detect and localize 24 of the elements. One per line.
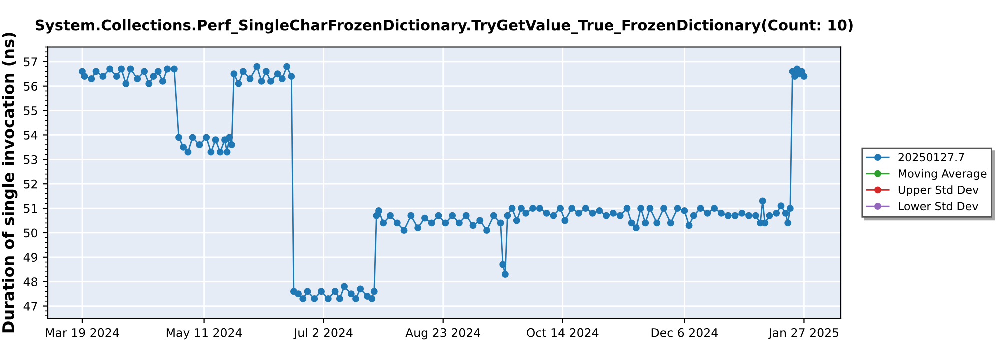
y-tick-label: 55 [24,106,38,116]
y-tick-label: 56 [24,82,38,91]
chart-title: System.Collections.Perf_SingleCharFrozenDictionary.TryGetValue_True_FrozenDictionary(Count: 10) [36,20,853,34]
y-tick-label: 51 [24,204,38,214]
y-axis-title: Duration of single invocation (ns) [2,33,18,333]
y-tick-label: 57 [24,58,38,67]
x-tick-label: Aug 23 2024 [406,328,480,340]
y-tick-label: 49 [24,253,38,262]
y-tick-label: 48 [24,278,38,286]
x-tick-label: Jul 2 2024 [294,328,353,340]
legend-label: Lower Std Dev [899,202,978,211]
y-tick-label: 53 [24,155,38,164]
legend-label: Upper Std Dev [898,186,979,196]
x-tick-label: Oct 14 2024 [527,328,599,338]
legend-label: 20250127.7 [898,153,964,162]
x-tick-label: May 11 2024 [166,328,242,340]
x-tick-label: Mar 19 2024 [46,328,120,338]
y-tick-label: 54 [24,131,38,140]
y-tick-label: 47 [24,302,38,311]
y-tick-label: 52 [24,180,38,189]
legend-label: Moving Average [899,169,987,180]
x-tick-label: Dec 6 2024 [652,328,718,338]
y-tick-label: 50 [24,228,38,238]
x-tick-label: Jan 27 2025 [768,328,839,340]
